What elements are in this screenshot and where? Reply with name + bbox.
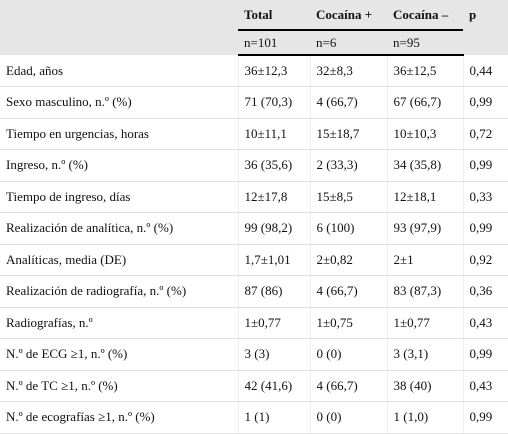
cell: 67 (66,7) [386,86,463,119]
cell: 0,99 [462,149,508,182]
row-label: Realización de radiografía, n.º (%) [0,275,238,308]
cell: 15±8,5 [309,181,387,213]
cell: 10±11,1 [237,118,310,150]
cell: 3 (3) [237,338,310,371]
table-row: N.º de ecografías ≥1, n.º (%) 1 (1) 0 (0) 1… [0,401,508,434]
cell: 2±0,82 [309,244,387,276]
cell: 0,44 [462,55,508,87]
cell: 1±0,77 [237,307,310,339]
cell: 12±18,1 [386,181,463,213]
row-label: Realización de analítica, n.º (%) [0,212,238,245]
table-row: Sexo masculino, n.º (%) 71 (70,3) 4 (66,7)… [0,86,508,119]
table-row: N.º de TC ≥1, n.º (%) 42 (41,6) 4 (66,7) 38… [0,370,508,402]
cell: 4 (66,7) [309,275,387,308]
table-row: N.º de ECG ≥1, n.º (%) 3 (3) 0 (0) 3 (3,1) 0… [0,338,508,371]
cell: 36±12,5 [386,55,463,87]
row-label: N.º de ECG ≥1, n.º (%) [0,338,238,371]
row-label: N.º de ecografías ≥1, n.º (%) [0,401,238,434]
column-header: p [469,7,477,22]
table-row: Realización de analítica, n.º (%) 99 (98,… [0,212,508,245]
cell: 93 (97,9) [386,212,463,245]
cell: 87 (86) [237,275,310,308]
cell: 1±0,77 [386,307,463,339]
cell: 38 (40) [386,370,463,402]
column-count: n=95 [387,30,463,56]
table-row: Radiografías, n.º 1±0,77 1±0,75 1±0,77 0,43 [0,307,508,339]
cell: 42 (41,6) [237,370,310,402]
table-row: Tiempo en urgencias, horas 10±11,1 15±18,7… [0,118,508,150]
cell: 0,33 [462,181,508,213]
table-row: Edad, años 36±12,3 32±8,3 36±12,5 0,44 [0,55,508,87]
column-header: Cocaína – [387,0,463,31]
cell: 4 (66,7) [309,86,387,119]
cell: 4 (66,7) [309,370,387,402]
row-label: Radiografías, n.º [0,307,238,339]
column-count: n=101 [238,30,310,56]
cell: 2±1 [386,244,463,276]
table-header: Total Cocaína + Cocaína – p n=101 n=6 n=… [0,0,508,56]
row-label: Tiempo en urgencias, horas [0,118,238,150]
cell: 0,99 [462,401,508,434]
cell: 36±12,3 [237,55,310,87]
table-row: Ingreso, n.º (%) 36 (35,6) 2 (33,3) 34 (35,… [0,149,508,182]
cell: 0,43 [462,370,508,402]
row-label: Analíticas, media (DE) [0,244,238,276]
cell: 99 (98,2) [237,212,310,245]
cell: 1±0,75 [309,307,387,339]
cell: 1 (1,0) [386,401,463,434]
cell: 0,72 [462,118,508,150]
cell: 15±18,7 [309,118,387,150]
row-label: Sexo masculino, n.º (%) [0,86,238,119]
row-label: Ingreso, n.º (%) [0,149,238,182]
cell: 12±17,8 [237,181,310,213]
table-row: Tiempo de ingreso, días 12±17,8 15±8,5 12±1… [0,181,508,213]
cell: 36 (35,6) [237,149,310,182]
row-label: Tiempo de ingreso, días [0,181,238,213]
cell: 2 (33,3) [309,149,387,182]
cell: 6 (100) [309,212,387,245]
cell: 0 (0) [309,401,387,434]
cell: 83 (87,3) [386,275,463,308]
cell: 0 (0) [309,338,387,371]
cell: 34 (35,8) [386,149,463,182]
cell: 32±8,3 [309,55,387,87]
column-header: Cocaína + [310,0,387,31]
cell: 0,99 [462,338,508,371]
cell: 0,43 [462,307,508,339]
cell: 1,7±1,01 [237,244,310,276]
row-label: N.º de TC ≥1, n.º (%) [0,370,238,402]
cell: 0,99 [462,212,508,245]
table-body: Edad, años 36±12,3 32±8,3 36±12,5 0,44 Sexo m… [0,55,508,434]
row-label: Edad, años [0,55,238,87]
header-empty [0,0,238,30]
column-header: Total [238,0,310,31]
cell: 10±10,3 [386,118,463,150]
cell: 3 (3,1) [386,338,463,371]
cell: 0,92 [462,244,508,276]
table-row: Analíticas, media (DE) 1,7±1,01 2±0,82 2±1 0… [0,244,508,276]
cell: 71 (70,3) [237,86,310,119]
cell: 0,99 [462,86,508,119]
cell: 0,36 [462,275,508,308]
table-row: Realización de radiografía, n.º (%) 87 (8… [0,275,508,308]
header-row: n=101 n=6 n=95 [0,30,508,56]
column-count: n=6 [310,30,387,56]
header-empty [0,30,238,55]
cell: 1 (1) [237,401,310,434]
header-row: Total Cocaína + Cocaína – p [0,0,508,31]
